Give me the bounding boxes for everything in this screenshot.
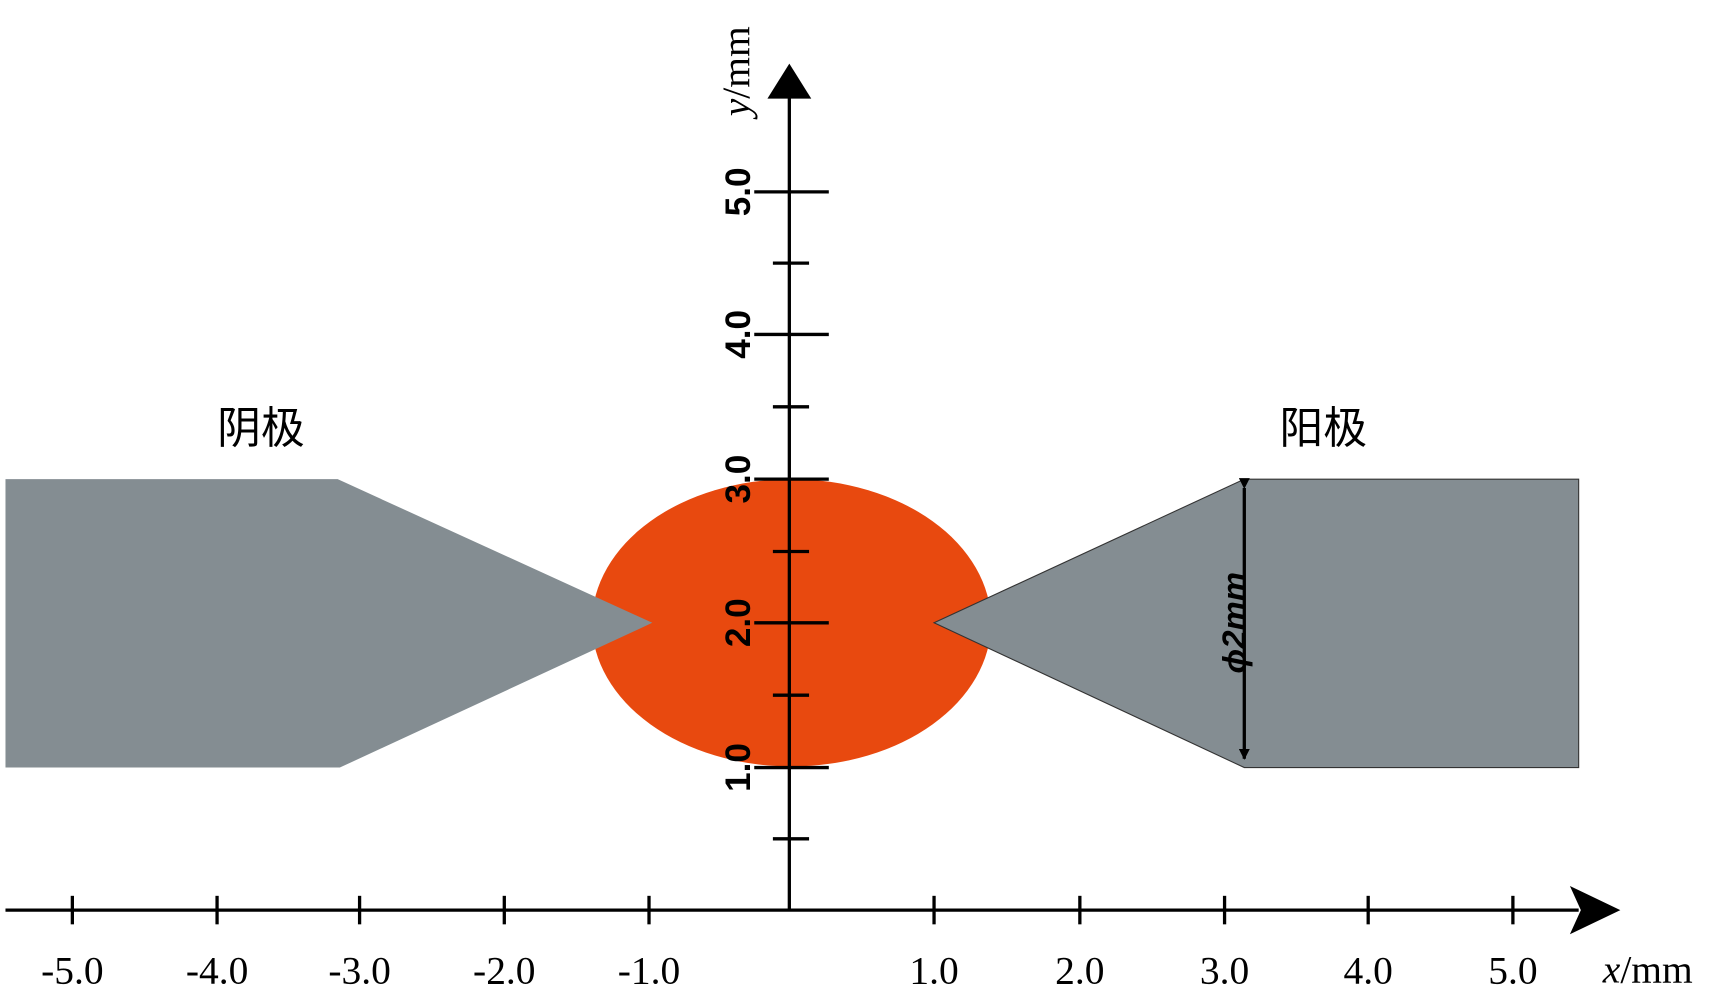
y-tick-label: 4.0: [719, 310, 758, 359]
x-tick-label: 1.0: [909, 949, 958, 993]
anode: [932, 478, 1580, 769]
y-tick-label: 5.0: [719, 168, 758, 217]
x-tick-label: -1.0: [618, 949, 680, 993]
x-tick-label: -3.0: [328, 949, 390, 993]
x-tick-label: -4.0: [186, 949, 248, 993]
diameter-label: ϕ2mm: [1215, 572, 1252, 674]
x-tick-label: 4.0: [1344, 949, 1393, 993]
y-axis-label: y/mm: [714, 26, 758, 120]
x-tick-label: 5.0: [1488, 949, 1537, 993]
y-tick-label: 1.0: [719, 743, 758, 792]
y-axis-name: y: [714, 98, 758, 120]
x-tick-label: -5.0: [41, 949, 103, 993]
x-axis-name: x: [1602, 947, 1621, 991]
y-arrow: [767, 63, 812, 99]
x-tick-label: 3.0: [1200, 949, 1249, 993]
x-tick-label: -2.0: [473, 949, 535, 993]
y-tick-label: 2.0: [719, 598, 758, 647]
x-arrow: [1569, 885, 1621, 935]
x-axis-unit: /mm: [1620, 947, 1693, 991]
x-tick-label: 2.0: [1055, 949, 1104, 993]
y-tick-label: 3.0: [719, 455, 758, 504]
cathode: [5, 479, 653, 768]
ticks: -5.0 -4.0 -3.0 -2.0 -1.0 1.0 2.0 3.0 4.0 5.0 1.0 2.…: [41, 168, 1537, 993]
cathode-label: 阴极: [217, 405, 305, 453]
x-axis-label: x/mm: [1602, 947, 1693, 991]
anode-label: 阳极: [1279, 405, 1367, 453]
y-axis-unit: /mm: [714, 26, 758, 99]
